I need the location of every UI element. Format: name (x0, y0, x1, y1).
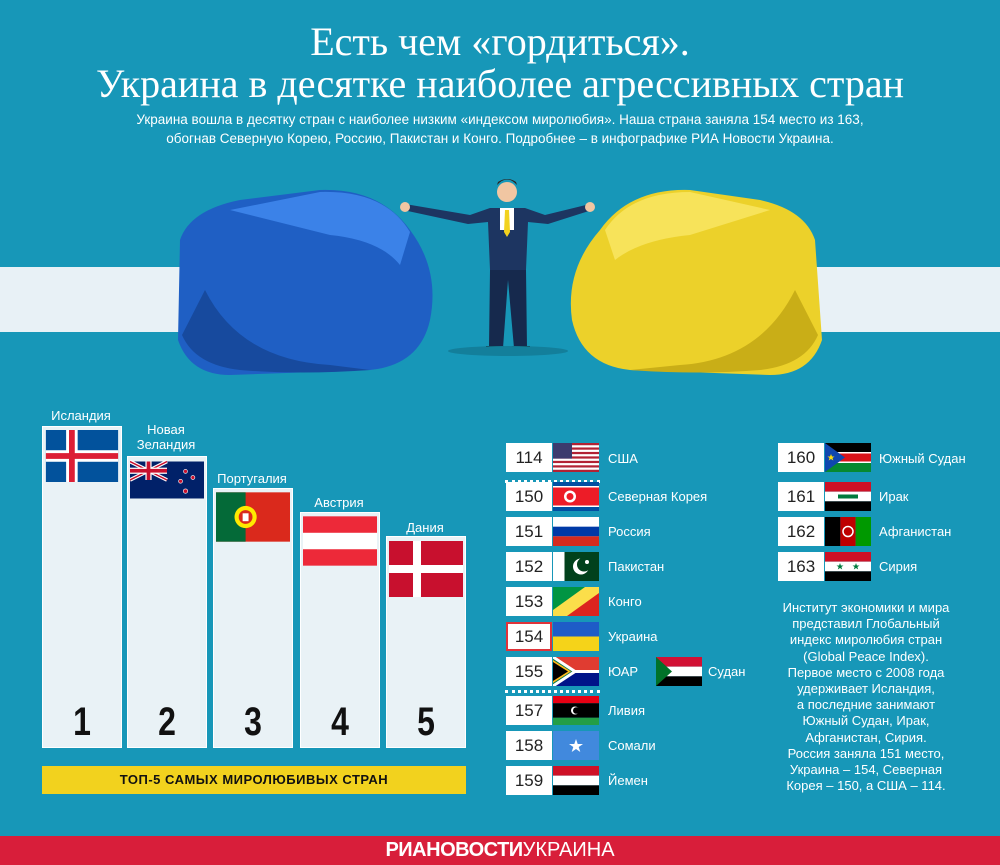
country-name: Конго (608, 594, 642, 609)
rank-badge: 153 (506, 587, 552, 616)
rank-badge: 162 (778, 517, 824, 546)
info-line: Первое место с 2008 года (787, 664, 945, 680)
country-name: Пакистан (608, 559, 665, 574)
rank-badge: 158 (506, 731, 552, 760)
russia-flag (553, 517, 599, 546)
syria-flag (825, 552, 871, 581)
south-sudan-flag (825, 443, 871, 472)
pakistan-flag (553, 552, 599, 581)
info-line: Корея – 150, а США – 114. (786, 778, 946, 794)
somalia-flag (553, 731, 599, 760)
podium-4-rank: 4 (331, 700, 349, 744)
country-name: Украина (608, 629, 658, 644)
podium-1-name: Исландия (51, 408, 111, 423)
footer-brand-bar: РИАНОВОСТИУКРАИНА (0, 836, 1000, 865)
rank-badge: 160 (778, 443, 824, 472)
page-title-line-1: Есть чем «гордиться». (310, 19, 690, 64)
iceland-flag (45, 430, 119, 482)
country-name: Афганистан (879, 524, 952, 539)
rank-badge: 157 (506, 696, 552, 725)
info-line: Афганистан, Сирия. (805, 729, 927, 745)
info-line: (Global Peace Index). (803, 648, 929, 664)
ukraine-flag (553, 622, 599, 651)
dotted-divider (505, 480, 600, 483)
country-name: Россия (608, 524, 651, 539)
blue-glove (178, 189, 433, 375)
info-line: Институт экономики и мира (782, 600, 950, 615)
dotted-divider (505, 690, 600, 693)
country-name: Йемен (608, 773, 648, 788)
brand-logo-bold: РИАНОВОСТИ (385, 839, 523, 861)
page-subtitle: Украина вошла в десятку стран с наиболее… (80, 110, 920, 148)
podium-5-name: Дания (406, 520, 444, 535)
south-africa-flag (553, 657, 599, 686)
referee-figure (400, 179, 595, 351)
page-title-line-2: Украина в десятке наиболее агрессивных с… (95, 61, 905, 106)
country-name: Северная Корея (608, 489, 708, 504)
austria-flag (303, 516, 377, 566)
country-name: Ливия (608, 703, 646, 718)
podium-2: 2 (127, 456, 207, 748)
referee-shadow (448, 346, 568, 356)
podium-4: 4 (300, 512, 380, 748)
rank-badge: 161 (778, 482, 824, 511)
libya-flag (553, 696, 599, 725)
top5-label: ТОП-5 САМЫХ МИРОЛЮБИВЫХ СТРАН (42, 766, 466, 794)
sudan-flag (656, 657, 702, 686)
denmark-flag (389, 541, 463, 597)
podium-2-rank: 2 (158, 700, 176, 744)
rank-badge: 152 (506, 552, 552, 581)
podium-1: 1 (42, 426, 122, 748)
rank-badge: 163 (778, 552, 824, 581)
podium-3: 3 (213, 488, 293, 748)
country-name: Южный Судан (879, 451, 966, 466)
podium-3-rank: 3 (244, 700, 262, 744)
rank-badge: 151 (506, 517, 552, 546)
rank-badge-highlighted: 154 (506, 622, 552, 651)
info-line: индекс миролюбия стран (789, 632, 943, 648)
podium-4-name: Австрия (314, 495, 364, 510)
subtitle-line-1: Украина вошла в десятку стран с наиболее… (136, 112, 864, 127)
rank-badge: 159 (506, 766, 552, 795)
country-name: Сомали (608, 738, 656, 753)
podium-3-name: Португалия (217, 471, 287, 486)
yemen-flag (553, 766, 599, 795)
country-name: ЮАР (608, 664, 639, 679)
info-line: представил Глобальный (792, 616, 940, 632)
rank-badge: 114 (506, 443, 552, 472)
info-line: Украина – 154, Северная (789, 762, 943, 778)
podium-5-rank: 5 (417, 700, 435, 744)
info-text: Институт экономики и мира представил Гло… (762, 600, 970, 794)
boxing-illustration (0, 179, 1000, 375)
country-name: США (608, 451, 638, 466)
rank-badge: 150 (506, 482, 552, 511)
yellow-glove (570, 189, 822, 375)
info-line: а последние занимают (796, 697, 936, 713)
congo-flag (553, 587, 599, 616)
iraq-flag (825, 482, 871, 511)
country-name-extra: Судан (708, 664, 746, 679)
podium-1-rank: 1 (73, 700, 91, 744)
info-line: Россия заняла 151 место, (787, 745, 945, 761)
info-line: удерживает Исландия, (797, 681, 935, 697)
podium-5: 5 (386, 536, 466, 748)
podium-2-name: Новая Зеландия (127, 422, 205, 452)
north-korea-flag (553, 482, 599, 511)
usa-flag (553, 443, 599, 472)
country-name: Сирия (879, 559, 918, 574)
country-name: Ирак (879, 489, 909, 504)
podium-2-name-line-1: Новая (147, 422, 185, 437)
yellow-glove-cuff (795, 267, 1000, 332)
afghanistan-flag (825, 517, 871, 546)
subtitle-line-2: обогнав Северную Корею, Россию, Пакистан… (166, 131, 834, 146)
brand-logo-light: УКРАИНА (522, 839, 615, 861)
podium-2-name-line-2: Зеландия (136, 437, 196, 452)
info-line: Южный Судан, Ирак, (802, 713, 930, 729)
rank-badge: 155 (506, 657, 552, 686)
portugal-flag (216, 492, 290, 542)
new-zealand-flag (130, 460, 204, 499)
